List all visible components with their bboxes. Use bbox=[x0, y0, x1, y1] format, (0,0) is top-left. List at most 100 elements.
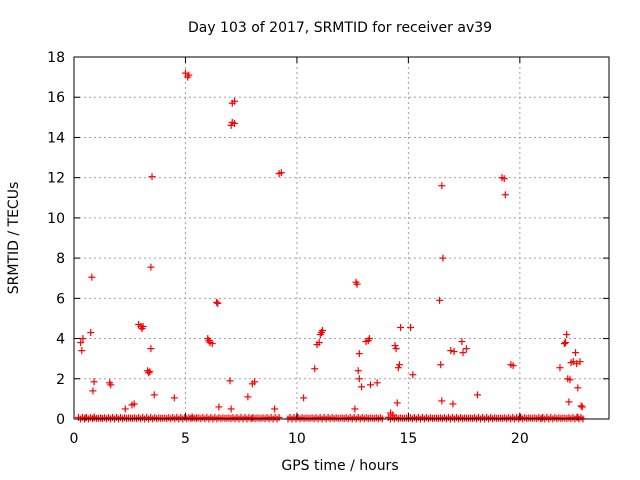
x-tick-label: 20 bbox=[511, 431, 529, 447]
y-tick-label: 6 bbox=[56, 291, 65, 307]
grid-lines bbox=[74, 57, 609, 419]
data-point bbox=[447, 347, 455, 355]
data-point bbox=[450, 348, 458, 356]
data-point bbox=[458, 338, 466, 346]
y-tick-label: 8 bbox=[56, 251, 65, 267]
data-point bbox=[560, 340, 568, 348]
data-point bbox=[78, 347, 86, 355]
data-point bbox=[251, 378, 259, 386]
data-point bbox=[565, 398, 573, 406]
x-tick-label: 5 bbox=[181, 431, 190, 447]
data-point bbox=[436, 296, 444, 304]
data-point bbox=[226, 377, 234, 385]
data-point bbox=[574, 384, 582, 392]
data-point bbox=[90, 378, 98, 386]
data-point bbox=[462, 345, 470, 353]
baseline-point bbox=[275, 413, 283, 421]
data-point bbox=[576, 358, 584, 366]
data-point bbox=[145, 369, 153, 377]
data-point bbox=[248, 414, 256, 422]
data-point bbox=[393, 399, 401, 407]
data-point bbox=[88, 273, 96, 281]
data-point bbox=[130, 400, 138, 408]
data-point bbox=[139, 322, 147, 330]
data-point bbox=[459, 349, 467, 357]
data-point bbox=[97, 414, 105, 422]
data-point bbox=[208, 340, 216, 348]
data-point bbox=[566, 376, 574, 384]
data-point bbox=[87, 329, 95, 337]
y-tick-label: 14 bbox=[47, 130, 65, 146]
data-point bbox=[300, 394, 308, 402]
x-axis-title: GPS time / hours bbox=[281, 458, 398, 474]
tick-labels: 0 2 4 6 8 10 12 14 16 18 0 5 10 15 20 bbox=[47, 50, 529, 447]
x-tick-label: 10 bbox=[288, 431, 306, 447]
y-tick-label: 16 bbox=[47, 90, 65, 106]
data-point bbox=[271, 405, 279, 413]
data-point bbox=[355, 375, 363, 383]
data-point bbox=[214, 299, 222, 307]
y-tick-label: 18 bbox=[47, 50, 65, 66]
data-point bbox=[148, 173, 156, 181]
data-point bbox=[170, 394, 178, 402]
data-point bbox=[277, 169, 285, 177]
data-point bbox=[89, 387, 97, 395]
y-tick-label: 2 bbox=[56, 372, 65, 388]
data-point bbox=[147, 263, 155, 271]
data-point bbox=[147, 345, 155, 353]
data-point bbox=[578, 403, 586, 411]
data-point bbox=[366, 381, 374, 389]
data-point bbox=[373, 379, 381, 387]
y-axis-title: SRMTID / TECUs bbox=[6, 182, 22, 295]
data-point bbox=[501, 191, 509, 199]
data-point bbox=[391, 342, 399, 350]
data-point bbox=[311, 365, 319, 373]
chart-title: Day 103 of 2017, SRMTID for receiver av3… bbox=[188, 20, 492, 36]
data-point bbox=[354, 367, 362, 375]
x-tick-label: 0 bbox=[70, 431, 79, 447]
data-point bbox=[319, 327, 327, 335]
data-point bbox=[509, 362, 517, 370]
data-point bbox=[437, 361, 445, 369]
data-point bbox=[449, 400, 457, 408]
data-point bbox=[394, 364, 402, 372]
data-point bbox=[407, 323, 415, 331]
data-point bbox=[563, 331, 571, 339]
data-point bbox=[146, 368, 154, 376]
data-points bbox=[74, 69, 587, 423]
data-point bbox=[395, 361, 403, 369]
data-point bbox=[397, 323, 405, 331]
y-tick-label: 0 bbox=[56, 412, 65, 428]
data-point bbox=[473, 391, 481, 399]
data-point bbox=[556, 364, 564, 372]
data-point bbox=[77, 339, 85, 347]
y-tick-label: 4 bbox=[56, 332, 65, 348]
data-point bbox=[562, 339, 570, 347]
data-point bbox=[215, 403, 223, 411]
data-point bbox=[185, 71, 193, 79]
data-point bbox=[244, 393, 252, 401]
data-point bbox=[351, 405, 359, 413]
data-point bbox=[355, 350, 363, 358]
data-point bbox=[231, 97, 238, 105]
data-point bbox=[231, 119, 238, 127]
data-point bbox=[81, 414, 89, 422]
y-tick-label: 10 bbox=[47, 211, 65, 227]
data-point bbox=[353, 280, 361, 288]
data-point bbox=[439, 254, 447, 262]
data-point bbox=[227, 405, 235, 413]
data-point bbox=[500, 175, 508, 183]
data-point bbox=[358, 383, 366, 391]
data-point bbox=[392, 345, 400, 353]
data-point bbox=[577, 402, 585, 410]
data-point bbox=[121, 405, 129, 413]
plot-frame bbox=[73, 56, 610, 420]
data-point bbox=[389, 411, 397, 419]
data-point bbox=[213, 298, 221, 306]
data-point bbox=[193, 414, 201, 422]
data-point bbox=[107, 381, 115, 389]
data-point bbox=[79, 335, 87, 343]
data-point bbox=[150, 391, 158, 399]
data-point bbox=[409, 371, 417, 379]
